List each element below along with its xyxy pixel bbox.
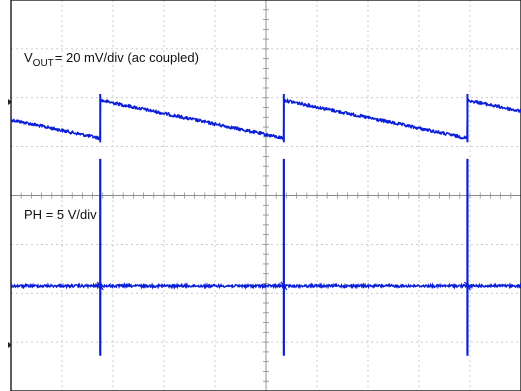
plot-frame: [10, 0, 521, 391]
vout-channel-label: VOUT= 20 mV/div (ac coupled): [24, 50, 199, 69]
ph-pulse-ringing: [280, 281, 288, 291]
ph-channel-label: PH = 5 V/div: [24, 207, 97, 222]
ph-trace: [10, 281, 521, 290]
ch2-ground-marker: [8, 342, 12, 348]
ph-pulse-ringing: [96, 281, 104, 291]
plot-grid: [10, 0, 521, 391]
ph-pulse-ringing: [463, 281, 471, 291]
vout-trace: [10, 98, 521, 141]
traces: [10, 93, 521, 356]
ch1-ground-marker: [8, 99, 12, 105]
